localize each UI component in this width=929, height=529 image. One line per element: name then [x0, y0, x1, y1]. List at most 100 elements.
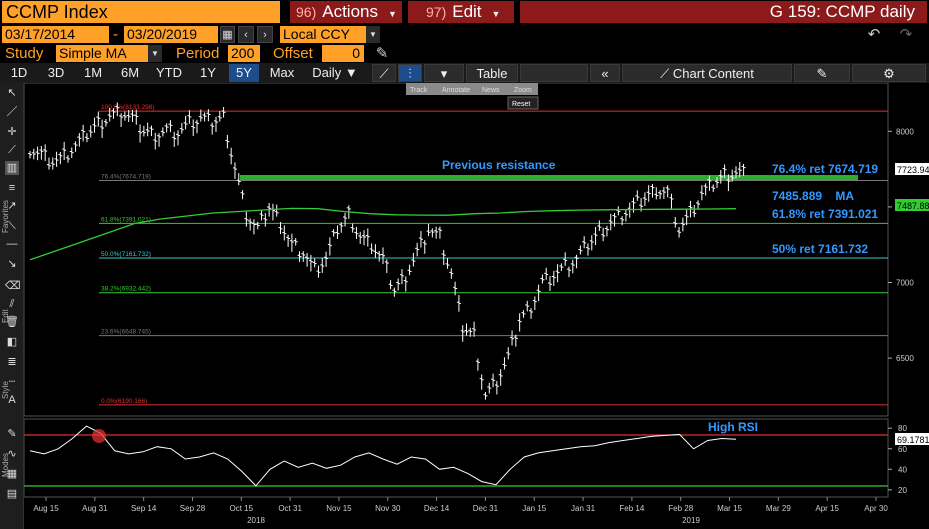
calendar-icon[interactable]: ▦	[220, 26, 235, 43]
frequency-select[interactable]: Daily ▼	[306, 64, 364, 82]
cursor-icon[interactable]: ↖	[7, 87, 17, 99]
study-label: Study	[5, 45, 44, 62]
high-rsi-annotation[interactable]: High RSI	[708, 420, 758, 434]
ray-icon[interactable]: ↗	[7, 200, 17, 212]
mode-wave-icon[interactable]: ∿	[7, 448, 17, 460]
x-tick-label: Oct 31	[278, 504, 302, 513]
edit-number: 97)	[426, 4, 447, 20]
fib61-annotation[interactable]: 61.8% ret 7391.021	[772, 207, 878, 221]
fib-icon[interactable]: ≡	[8, 182, 16, 194]
rsi-y-tick-label: 20	[898, 486, 907, 495]
trash-icon[interactable]: 🗑	[5, 316, 19, 328]
rsi-line	[29, 425, 737, 487]
range-5y[interactable]: 5Y	[229, 64, 259, 82]
x-tick-label: Dec 31	[473, 504, 499, 513]
x-tick-label: Nov 15	[326, 504, 352, 513]
chevron-down-icon[interactable]: ▾	[424, 64, 464, 82]
x-tick-label: Apr 30	[864, 504, 888, 513]
channel-icon[interactable]: ⫽	[9, 298, 15, 310]
currency-select[interactable]: Local CCY	[280, 26, 366, 43]
range-1m[interactable]: 1M	[83, 65, 103, 80]
range-1y[interactable]: 1Y	[200, 65, 216, 80]
study-bar: Study Simple MA ▼ Period 200 Offset 0 ✎	[0, 44, 929, 63]
chevron-down-icon[interactable]: ▼	[366, 26, 380, 43]
line-width-icon[interactable]: ≣	[7, 356, 17, 368]
x-tick-label: Feb 28	[668, 504, 693, 513]
diagonal-icon[interactable]: ⟍	[8, 220, 16, 232]
mode-chart-icon[interactable]: ▤	[6, 488, 18, 500]
end-date-input[interactable]: 03/20/2019	[124, 26, 218, 43]
pencil-icon[interactable]: ✎	[375, 45, 389, 62]
pen-icon[interactable]: ／	[6, 106, 18, 118]
ma-value-box	[895, 199, 929, 211]
start-date-input[interactable]: 03/17/2014	[2, 26, 109, 43]
font-icon[interactable]: A	[8, 394, 16, 406]
table-button[interactable]: Table	[466, 64, 518, 82]
zoom-tool[interactable]: Zoom	[514, 87, 532, 94]
redo-icon[interactable]: ↷	[899, 26, 913, 43]
gear-icon[interactable]: ⚙	[852, 64, 926, 82]
trendline-icon[interactable]: ⟋	[8, 144, 16, 156]
last-price-box	[895, 163, 929, 175]
range-6m[interactable]: 6M	[120, 65, 140, 80]
edit-chart-icon[interactable]: ✎	[794, 64, 850, 82]
frequency-label: Daily	[312, 65, 342, 80]
toolbar-spacer	[520, 64, 588, 82]
edit-side-label: Edit	[1, 309, 10, 323]
track-tool[interactable]: Track	[410, 87, 428, 94]
bar-chart-icon[interactable]: ⫶	[398, 64, 422, 82]
period-input[interactable]: 200	[228, 45, 260, 62]
chart-svg[interactable]: 100.0%(8133.298) 76.4%(7674.719) 61.8%(739…	[23, 82, 929, 529]
offset-input[interactable]: 0	[322, 45, 364, 62]
chevron-right-icon[interactable]: ›	[257, 26, 273, 43]
x-tick-label: Aug 31	[82, 504, 108, 513]
caret-down-icon: ▼	[491, 9, 501, 19]
chart-content-button[interactable]: ⟋ Chart Content	[622, 64, 792, 82]
price-series	[28, 102, 746, 400]
chevron-left-icon[interactable]: ‹	[238, 26, 254, 43]
mode-box-icon[interactable]: ▦	[6, 468, 18, 480]
ma-annotation[interactable]: 7485.889 MA	[772, 189, 854, 203]
fib50-annotation[interactable]: 50% ret 7161.732	[772, 242, 868, 256]
chart-area[interactable]: 100.0%(8133.298) 76.4%(7674.719) 61.8%(739…	[23, 82, 929, 529]
previous-resistance-annotation[interactable]: Previous resistance	[442, 158, 556, 172]
annotate-tool[interactable]: Annotate	[442, 87, 470, 94]
mode-pen-icon[interactable]: ✎	[7, 428, 17, 440]
security-title[interactable]: CCMP Index	[2, 1, 280, 23]
mini-toolbar-bg	[406, 83, 538, 95]
x-tick-label: Sep 28	[180, 504, 206, 513]
hline-icon[interactable]: —	[6, 238, 18, 250]
color-icon[interactable]: ◧	[6, 336, 18, 348]
rsi-y-tick-label: 40	[898, 465, 907, 474]
bar-tool-icon[interactable]: ▥	[5, 161, 19, 175]
price-y-tick-label: 7000	[896, 279, 914, 288]
ma-value: 7487.889	[897, 201, 929, 211]
year-label: 2019	[682, 516, 700, 525]
news-tool[interactable]: News	[482, 87, 500, 94]
undo-icon[interactable]: ↶	[867, 26, 881, 43]
line-chart-icon[interactable]: ⟋	[372, 64, 396, 82]
modes-side-label: Modes	[1, 452, 10, 477]
eraser-icon[interactable]: ⌫	[5, 280, 21, 292]
double-chevron-left-icon[interactable]: «	[590, 64, 620, 82]
ma-line	[29, 207, 737, 261]
fib-retracement[interactable]: 100.0%(8133.298) 76.4%(7674.719) 61.8%(739…	[99, 104, 888, 406]
chevron-down-icon[interactable]: ▼	[148, 45, 162, 62]
edit-button[interactable]: 97) Edit ▼	[408, 1, 514, 23]
fib76-annotation[interactable]: 76.4% ret 7674.719	[772, 162, 878, 176]
arrow-icon[interactable]: ↘	[7, 258, 17, 270]
x-tick-label: Mar 29	[766, 504, 791, 513]
range-3d[interactable]: 3D	[47, 65, 65, 80]
crosshair-icon[interactable]: ✛	[7, 126, 17, 138]
actions-button[interactable]: 96) Actions ▼	[290, 1, 402, 23]
range-toolbar: 1D 3D 1M 6M YTD 1Y 5Y Max Daily ▼ ⟋ ⫶ ▾ …	[0, 63, 929, 83]
x-tick-label: Jan 31	[571, 504, 596, 513]
mini-toolbar: Track Annotate News Zoom Reset	[406, 83, 539, 110]
dash-icon[interactable]: ┄	[8, 376, 16, 388]
study-select[interactable]: Simple MA	[56, 45, 148, 62]
range-max[interactable]: Max	[269, 65, 295, 80]
range-ytd[interactable]: YTD	[156, 65, 182, 80]
reset-button[interactable]	[507, 96, 539, 110]
x-tick-label: Sep 14	[131, 504, 157, 513]
range-1d[interactable]: 1D	[10, 65, 28, 80]
